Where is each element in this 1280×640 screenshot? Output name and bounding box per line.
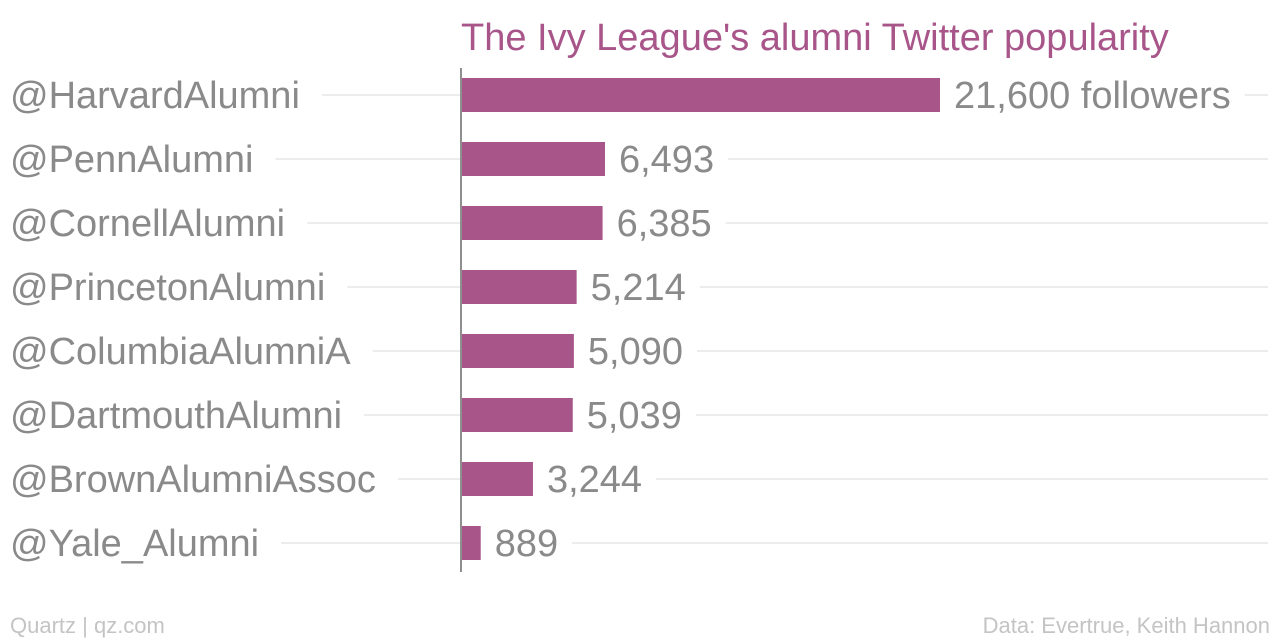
value-label: 889 [495, 523, 558, 565]
value-label: 5,090 [588, 331, 683, 373]
value-label: 6,493 [619, 139, 714, 181]
value-label: 21,600 followers [954, 75, 1231, 117]
chart-title: The Ivy League's alumni Twitter populari… [461, 17, 1169, 59]
data-source: Data: Evertrue, Keith Hannon [983, 613, 1270, 638]
category-label: @ColumbiaAlumniA [10, 331, 351, 373]
value-labels: 21,600 followers 6,493 6,385 5,214 5,090 5,03… [495, 75, 1231, 565]
source-credit: Quartz | qz.com [10, 613, 165, 638]
category-labels: @HarvardAlumni @PennAlumni @CornellAlumni @… [10, 75, 376, 565]
category-label: @BrownAlumniAssoc [10, 459, 376, 501]
value-label: 5,039 [587, 395, 682, 437]
category-label: @Yale_Alumni [10, 523, 259, 565]
value-label: 5,214 [591, 267, 686, 309]
bar [461, 398, 573, 432]
category-label: @HarvardAlumni [10, 75, 300, 117]
bar [461, 78, 940, 112]
category-label: @CornellAlumni [10, 203, 285, 245]
gridlines [275, 94, 1268, 544]
bars [461, 78, 940, 560]
bar [461, 334, 574, 368]
bar [461, 270, 577, 304]
bar [461, 462, 533, 496]
value-label: 6,385 [617, 203, 712, 245]
bar [461, 142, 605, 176]
category-label: @DartmouthAlumni [10, 395, 342, 437]
value-label: 3,244 [547, 459, 642, 501]
category-label: @PennAlumni [10, 139, 253, 181]
category-label: @PrincetonAlumni [10, 267, 325, 309]
bar [461, 526, 481, 560]
bar [461, 206, 603, 240]
